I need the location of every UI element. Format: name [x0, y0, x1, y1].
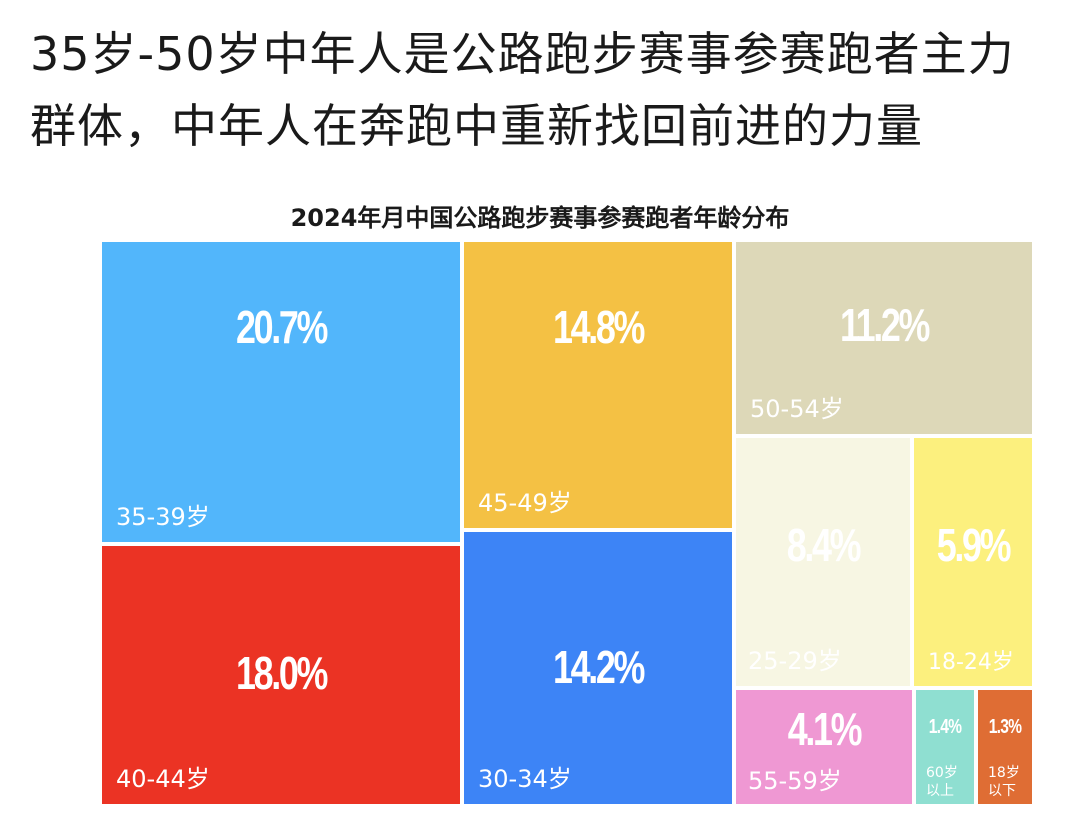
treemap-category-label: 18-24岁 — [928, 650, 1014, 675]
treemap-value-label: 14.2% — [552, 641, 645, 693]
treemap-category-label: 55-59岁 — [748, 767, 842, 795]
treemap-category-label: 60岁以上 — [926, 765, 958, 799]
chart-title: 2024年月中国公路跑步赛事参赛跑者年龄分布 — [290, 204, 790, 232]
treemap-category-label: 25-29岁 — [748, 647, 842, 675]
treemap-value-label: 8.4% — [786, 519, 862, 571]
treemap-value-label: 1.4% — [928, 716, 962, 738]
treemap-value-label: 18.0% — [235, 647, 328, 699]
treemap-category-label: 45-49岁 — [478, 489, 572, 517]
treemap-cell: 18.0% 40-44岁 — [100, 544, 462, 806]
treemap-category-label: 40-44岁 — [116, 765, 210, 793]
treemap-cell: 1.4% 60岁以上 — [914, 688, 976, 806]
treemap-value-label: 20.7% — [235, 301, 328, 353]
treemap-cell: 8.4% 25-29岁 — [734, 436, 912, 688]
treemap-value-label: 5.9% — [936, 519, 1012, 571]
treemap-cell: 5.9% 18-24岁 — [912, 436, 1034, 688]
treemap-cell: 14.2% 30-34岁 — [462, 530, 734, 806]
treemap-category-label: 18岁以下 — [988, 765, 1020, 799]
treemap-value-label: 1.3% — [988, 716, 1022, 738]
treemap-cell: 4.1% 55-59岁 — [734, 688, 914, 806]
treemap-chart: 20.7% 35-39岁 18.0% 40-44岁 14.8% 45-49岁 14.2% 30… — [100, 240, 1034, 806]
treemap-cell: 11.2% 50-54岁 — [734, 240, 1034, 436]
treemap-value-label: 4.1% — [787, 703, 863, 755]
treemap-value-label: 14.8% — [552, 301, 645, 353]
headline: 35岁-50岁中年人是公路跑步赛事参赛跑者主力群体，中年人在奔跑中重新找回前进的… — [30, 27, 1015, 153]
treemap-cell: 20.7% 35-39岁 — [100, 240, 462, 544]
treemap-value-label: 11.2% — [839, 299, 930, 351]
treemap-cell: 14.8% 45-49岁 — [462, 240, 734, 530]
treemap-category-label: 30-34岁 — [478, 765, 572, 793]
treemap-category-label: 50-54岁 — [750, 395, 844, 423]
treemap-category-label: 35-39岁 — [116, 503, 210, 531]
treemap-cell: 1.3% 18岁以下 — [976, 688, 1034, 806]
